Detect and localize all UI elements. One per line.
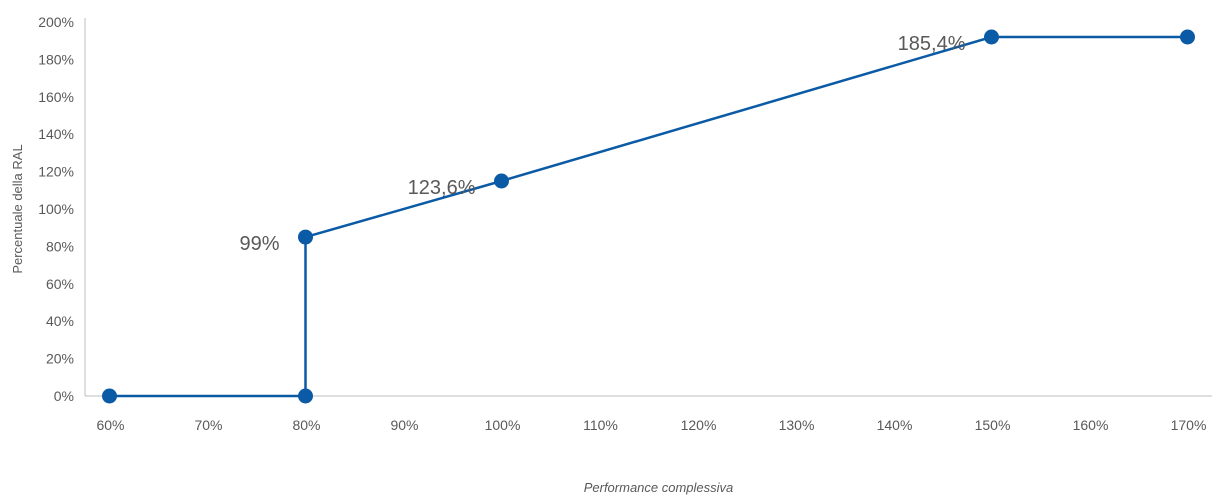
x-tick-label: 130% <box>779 417 815 433</box>
data-label: 123,6% <box>408 177 476 199</box>
data-point-marker <box>102 388 117 404</box>
x-axis-ticks: 60% 70% 80% 90% 100% 110% 120% 130% 140% 150% 160%… <box>96 417 1206 433</box>
y-tick-label: 20% <box>46 351 74 367</box>
x-tick-label: 140% <box>877 417 913 433</box>
x-tick-label: 70% <box>194 417 222 433</box>
y-axis-title: Percentuale della RAL <box>10 144 25 273</box>
y-tick-label: 80% <box>46 238 74 254</box>
data-point-marker <box>298 388 313 404</box>
y-tick-label: 40% <box>46 313 74 329</box>
y-tick-label: 0% <box>54 388 74 404</box>
y-tick-label: 180% <box>38 51 74 67</box>
data-label: 99% <box>239 233 279 255</box>
x-tick-label: 100% <box>485 417 521 433</box>
x-tick-label: 110% <box>583 417 618 433</box>
data-point-marker <box>1180 29 1195 45</box>
data-point-marker <box>494 173 509 189</box>
series-line <box>109 35 1188 398</box>
data-label: 185,4% <box>898 33 966 55</box>
y-tick-label: 200% <box>38 14 74 30</box>
y-tick-label: 120% <box>38 164 74 180</box>
y-tick-label: 60% <box>46 276 74 292</box>
series-layer <box>102 29 1195 404</box>
x-tick-label: 60% <box>96 417 124 433</box>
x-tick-label: 120% <box>681 417 717 433</box>
x-axis-title: Performance complessiva <box>584 480 734 495</box>
data-labels-layer: 99% 123,6% 185,4% <box>239 33 965 255</box>
x-tick-label: 90% <box>390 417 418 433</box>
data-point-marker <box>984 29 999 45</box>
y-axis-ticks: 0% 20% 40% 60% 80% 100% 120% 140% 160% 180% 200% <box>38 14 74 404</box>
x-tick-label: 80% <box>292 417 320 433</box>
y-tick-label: 100% <box>38 201 74 217</box>
x-tick-label: 160% <box>1073 417 1109 433</box>
data-point-marker <box>298 229 313 245</box>
y-tick-label: 140% <box>38 126 74 142</box>
x-tick-label: 150% <box>975 417 1011 433</box>
x-tick-label: 170% <box>1171 417 1207 433</box>
y-tick-label: 160% <box>38 89 74 105</box>
chart-axes <box>84 18 1212 397</box>
